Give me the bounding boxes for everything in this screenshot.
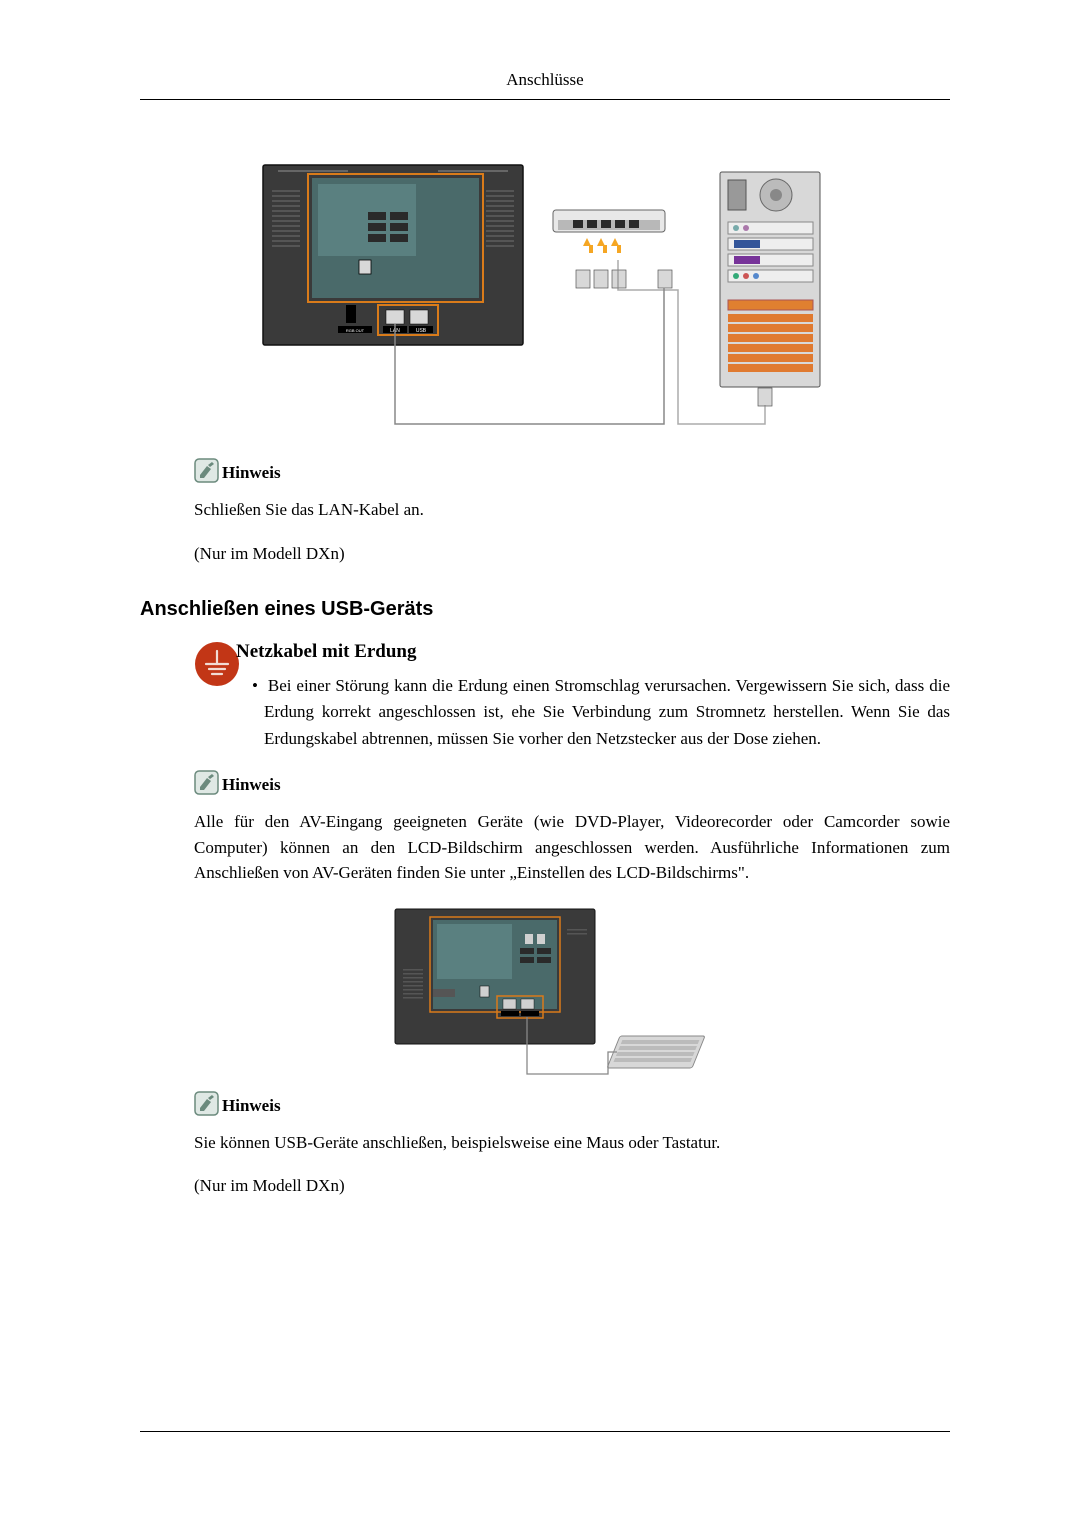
figure-usb-connection: [385, 904, 705, 1079]
note3-line1: Sie können USB-Geräte anschließen, beisp…: [194, 1130, 950, 1156]
note3-line2: (Nur im Modell DXn): [194, 1173, 950, 1199]
heading-usb: Anschließen eines USB-Geräts: [140, 598, 950, 621]
note-label: Hinweis: [222, 1096, 281, 1116]
ground-warning-icon: [194, 641, 240, 752]
note-hinweis-3: Hinweis: [194, 1091, 950, 1116]
warning-bullet: •: [252, 676, 258, 695]
note-label: Hinweis: [222, 463, 281, 483]
footer-rule: [140, 1431, 950, 1432]
note-hinweis-2: Hinweis: [194, 770, 950, 795]
note-icon: [194, 1091, 219, 1116]
note-hinweis-1: Hinweis: [194, 458, 950, 483]
warning-text: • Bei einer Störung kann die Erdung eine…: [246, 673, 950, 752]
note1-line2: (Nur im Modell DXn): [194, 541, 950, 567]
warning-title: Netzkabel mit Erdung: [236, 641, 950, 663]
svg-text:USB: USB: [415, 328, 426, 334]
page-header: Anschlüsse: [140, 70, 950, 99]
warning-ground: Netzkabel mit Erdung • Bei einer Störung…: [194, 641, 950, 752]
note2-text: Alle für den AV-Eingang geeigneten Gerät…: [194, 809, 950, 886]
note-label: Hinweis: [222, 775, 281, 795]
note-icon: [194, 458, 219, 483]
svg-text:RGB OUT: RGB OUT: [345, 328, 364, 333]
note1-line1: Schließen Sie das LAN-Kabel an.: [194, 497, 950, 523]
warning-body-text: Bei einer Störung kann die Erdung einen …: [264, 676, 950, 748]
note-icon: [194, 770, 219, 795]
header-rule: [140, 99, 950, 100]
figure-lan-connection: LAN USB RGB OUT: [258, 160, 833, 440]
